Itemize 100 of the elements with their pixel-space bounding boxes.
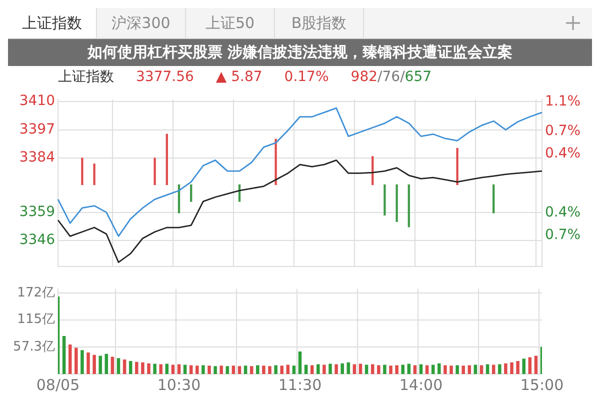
bar — [322, 364, 326, 374]
bar — [395, 365, 398, 374]
text: 3377.56 — [136, 69, 194, 85]
bar — [456, 365, 459, 374]
bar — [214, 366, 217, 374]
bar — [122, 360, 126, 374]
x-tick-label: 10:30 — [157, 376, 201, 394]
text: 上证50 — [186, 8, 275, 38]
bar — [292, 366, 296, 374]
bar — [166, 134, 168, 186]
bar — [534, 356, 538, 374]
bar — [462, 366, 465, 374]
bar — [98, 356, 102, 374]
bar — [486, 364, 490, 374]
bar — [370, 364, 374, 374]
y-tick-label: 115亿 — [17, 312, 55, 328]
y2-tick-label: 0.4% — [545, 204, 581, 221]
bar — [540, 346, 542, 374]
text: ▲ 5.87 — [216, 69, 262, 85]
bar — [444, 365, 447, 374]
chart-subtitle: 如何使用杠杆买股票 涉嫌信披违法违规，臻镭科技遭证监会立案 — [8, 39, 592, 66]
text: 沪深300 — [97, 8, 186, 38]
bar — [154, 158, 156, 186]
y2-tick-label: 0.4% — [545, 145, 581, 162]
bar — [58, 296, 60, 374]
bar — [384, 184, 386, 216]
x-tick-label: 14:00 — [399, 376, 443, 394]
bar — [171, 364, 175, 374]
bar — [92, 354, 96, 374]
bar — [86, 352, 90, 374]
bar — [522, 358, 526, 374]
bar — [135, 362, 138, 374]
bar — [425, 365, 429, 374]
bar — [352, 364, 356, 374]
bar — [480, 365, 484, 374]
bar — [492, 364, 496, 374]
text: 982/76/657 — [350, 69, 432, 85]
bar — [62, 336, 66, 374]
bar — [116, 358, 120, 374]
bar — [383, 364, 386, 374]
y2-tick-label: 1.1% — [545, 93, 581, 110]
bar — [396, 184, 398, 222]
bar — [177, 364, 181, 374]
bar — [286, 364, 290, 374]
bar — [340, 363, 344, 374]
bar — [456, 148, 458, 186]
bar — [80, 350, 84, 374]
bar — [165, 364, 169, 374]
y2-tick-label: 0.7% — [545, 122, 581, 139]
bar — [516, 360, 520, 374]
bar — [256, 365, 260, 374]
y-tick-label: 3346 — [19, 232, 56, 248]
bar — [468, 365, 472, 374]
bar — [220, 366, 223, 374]
text: 上证指数 — [8, 8, 97, 38]
bar — [528, 357, 532, 374]
bar — [147, 363, 150, 374]
bar — [438, 363, 441, 374]
bar — [450, 366, 453, 374]
bar — [238, 366, 242, 374]
bar — [250, 366, 254, 374]
bar — [244, 366, 248, 374]
bar — [334, 364, 338, 374]
bar — [431, 364, 435, 374]
bar — [110, 356, 114, 374]
y-tick-label: 3384 — [19, 150, 56, 166]
y-tick-label: 3397 — [19, 121, 55, 138]
bar — [81, 158, 84, 186]
bar — [389, 366, 392, 374]
text: B股指数 — [275, 8, 364, 38]
y-tick-label: 3410 — [19, 93, 55, 110]
bar — [316, 364, 320, 374]
bar — [377, 365, 380, 374]
bar — [262, 366, 266, 374]
x-tick-label: 08/05 — [36, 376, 80, 394]
y-tick-label: 57.3亿 — [13, 339, 55, 354]
chart-title: 上证指数 — [58, 68, 114, 86]
bar — [153, 364, 156, 374]
bar — [274, 138, 277, 186]
bar — [190, 184, 192, 202]
bar — [104, 354, 108, 374]
bar — [183, 364, 187, 374]
x-tick-label: 11:30 — [278, 376, 322, 394]
y2-tick-label: 0.7% — [545, 227, 581, 244]
bar — [141, 362, 144, 374]
bar — [268, 366, 272, 374]
bar — [93, 164, 96, 186]
bar — [407, 364, 411, 374]
bar — [68, 344, 72, 374]
bar — [408, 184, 410, 228]
bar — [498, 364, 502, 374]
bar — [274, 365, 278, 374]
bar — [208, 366, 211, 374]
bar — [280, 366, 284, 374]
bar — [419, 364, 423, 374]
bar — [510, 362, 514, 374]
text: 0.17% — [284, 69, 329, 85]
bar — [159, 364, 162, 374]
bar — [189, 365, 193, 374]
bar — [328, 364, 332, 374]
